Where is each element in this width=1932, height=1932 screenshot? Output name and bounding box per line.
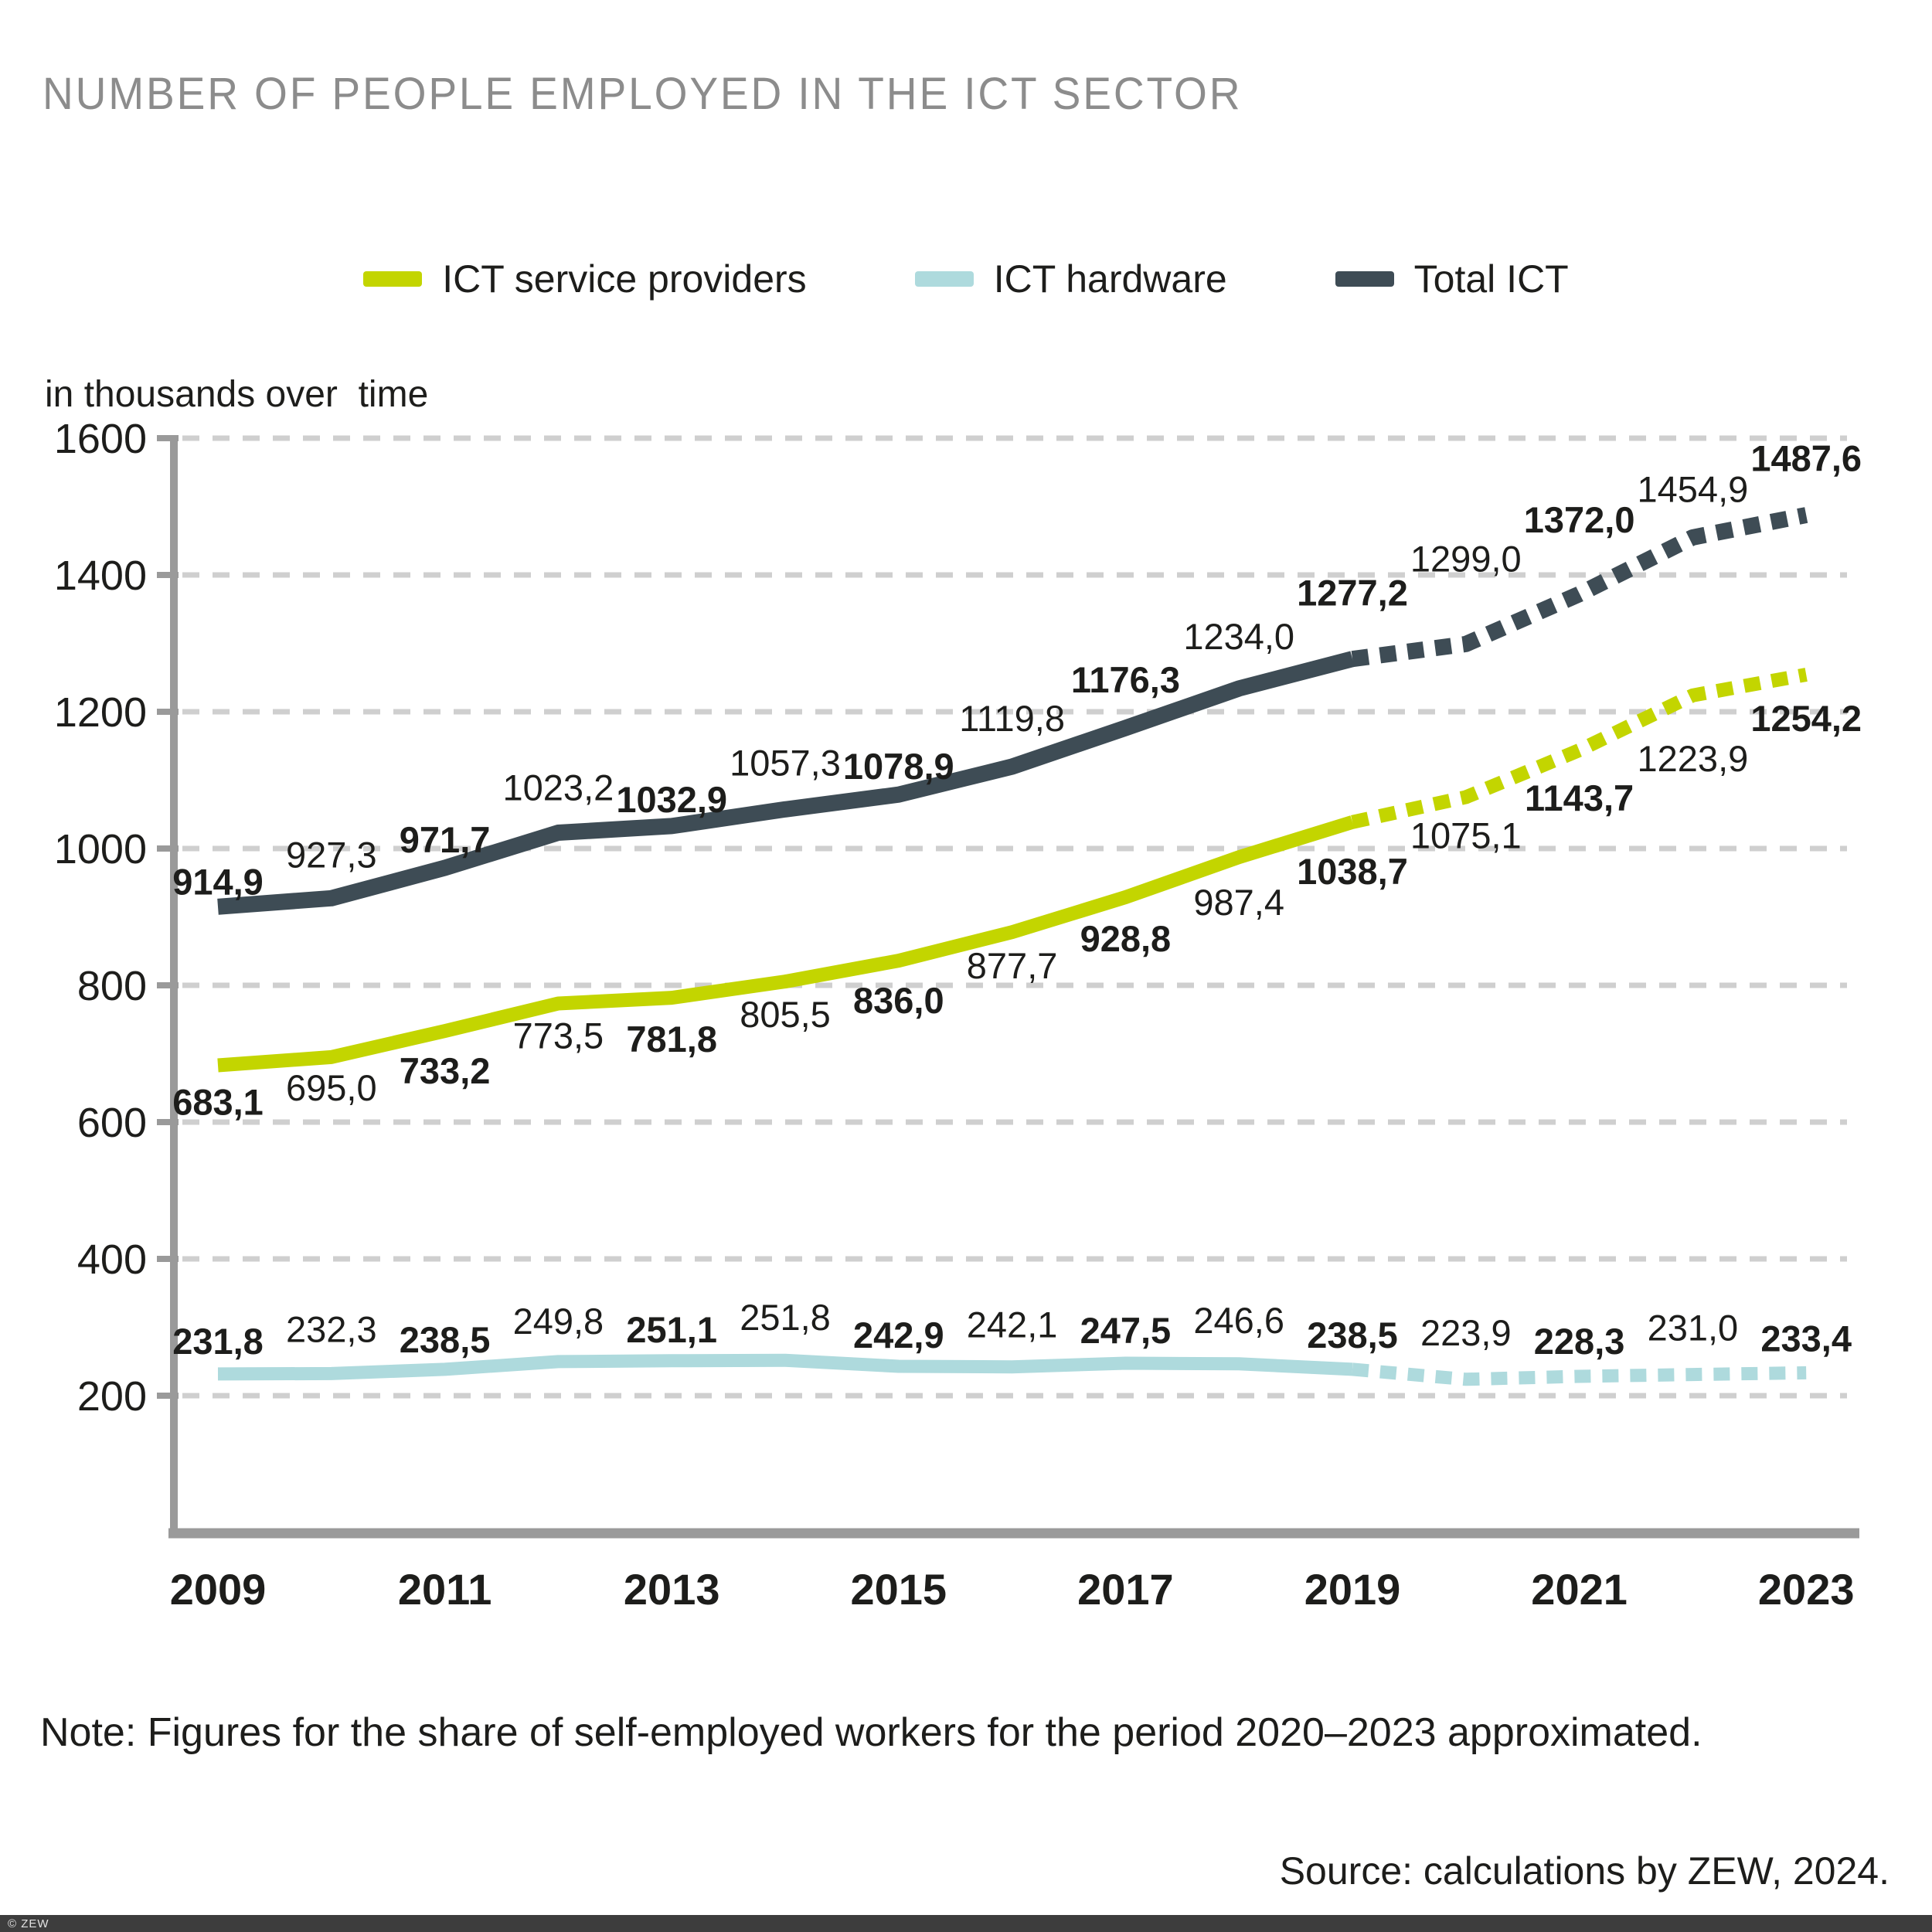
y-tick-label-1000: 1000 — [54, 826, 147, 872]
data-label-total-2015: 1078,9 — [843, 746, 954, 787]
data-label-total-2023: 1487,6 — [1750, 437, 1862, 478]
legend-item-service: ICT service providers — [363, 257, 807, 301]
x-tick-label-2015: 2015 — [851, 1565, 947, 1614]
data-label-total-2017: 1176,3 — [1071, 659, 1180, 700]
data-label-total-2011: 971,7 — [400, 819, 491, 860]
page-title: NUMBER OF PEOPLE EMPLOYED IN THE ICT SEC… — [43, 69, 1243, 119]
data-label-service-2022: 1223,9 — [1638, 738, 1749, 779]
data-label-total-2018: 1234,0 — [1183, 616, 1294, 657]
data-label-service-2014: 805,5 — [740, 994, 831, 1035]
y-tick-label-1200: 1200 — [54, 689, 147, 736]
y-tick-label-600: 600 — [77, 1100, 147, 1146]
data-label-hardware-2011: 238,5 — [400, 1319, 491, 1360]
copyright-label: © ZEW — [8, 1917, 49, 1930]
data-label-service-2019: 1038,7 — [1297, 851, 1408, 892]
data-label-hardware-2017: 247,5 — [1080, 1310, 1172, 1351]
data-label-total-2021: 1372,0 — [1524, 499, 1635, 540]
legend-swatch-total — [1335, 271, 1394, 287]
data-label-service-2013: 781,8 — [626, 1019, 717, 1060]
series-line-dashed-total — [1351, 507, 1808, 668]
data-label-service-2016: 877,7 — [967, 945, 1058, 986]
data-label-service-2018: 987,4 — [1193, 882, 1284, 923]
data-label-hardware-2023: 233,4 — [1760, 1318, 1852, 1359]
data-label-service-2017: 928,8 — [1080, 918, 1172, 959]
series-line-solid-service — [217, 815, 1355, 1073]
data-label-hardware-2020: 223,9 — [1420, 1312, 1512, 1353]
data-label-service-2011: 733,2 — [400, 1050, 491, 1091]
y-axis-unit-label: in thousands over time — [45, 374, 429, 415]
data-label-total-2009: 914,9 — [172, 861, 264, 902]
legend-label-hardware: ICT hardware — [993, 257, 1227, 301]
x-tick-label-2021: 2021 — [1531, 1565, 1628, 1614]
data-label-total-2013: 1032,9 — [616, 779, 727, 820]
legend-item-total: Total ICT — [1335, 257, 1569, 301]
data-label-service-2015: 836,0 — [853, 980, 944, 1021]
data-label-total-2019: 1277,2 — [1297, 573, 1408, 614]
legend-item-hardware: ICT hardware — [914, 257, 1227, 301]
legend-label-service: ICT service providers — [442, 257, 807, 301]
data-label-hardware-2009: 231,8 — [172, 1321, 264, 1362]
legend-swatch-service — [363, 271, 423, 287]
y-tick-label-200: 200 — [77, 1373, 147, 1420]
series-line-solid-total — [217, 651, 1355, 915]
y-tick-label-1400: 1400 — [54, 553, 147, 599]
x-tick-label-2019: 2019 — [1304, 1565, 1401, 1614]
footnote: Note: Figures for the share of self-empl… — [40, 1710, 1702, 1755]
data-label-hardware-2019: 238,5 — [1307, 1315, 1398, 1355]
data-label-service-2009: 683,1 — [172, 1081, 264, 1122]
legend-label-total: Total ICT — [1413, 257, 1569, 301]
series-line-solid-hardware — [217, 1353, 1353, 1381]
data-label-service-2012: 773,5 — [513, 1015, 604, 1056]
data-label-hardware-2015: 242,9 — [853, 1315, 944, 1355]
data-label-service-2020: 1075,1 — [1410, 815, 1522, 856]
data-label-total-2014: 1057,3 — [730, 742, 841, 783]
data-label-hardware-2012: 249,8 — [513, 1301, 604, 1342]
data-label-hardware-2016: 242,1 — [967, 1304, 1058, 1345]
data-label-hardware-2018: 246,6 — [1193, 1300, 1284, 1341]
data-label-hardware-2010: 232,3 — [286, 1308, 377, 1349]
data-label-service-2010: 695,0 — [286, 1067, 377, 1108]
y-tick-label-1600: 1600 — [54, 416, 147, 462]
source-credit: Source: calculations by ZEW, 2024. — [1279, 1849, 1889, 1893]
x-tick-label-2009: 2009 — [170, 1565, 267, 1614]
data-label-total-2020: 1299,0 — [1410, 538, 1522, 579]
data-label-service-2021: 1143,7 — [1525, 777, 1634, 818]
data-label-service-2023: 1254,2 — [1750, 698, 1862, 739]
data-label-total-2022: 1454,9 — [1638, 468, 1749, 509]
x-tick-label-2017: 2017 — [1077, 1565, 1174, 1614]
y-tick-label-800: 800 — [77, 963, 147, 1009]
x-tick-label-2013: 2013 — [624, 1565, 720, 1614]
x-tick-label-2011: 2011 — [398, 1565, 492, 1614]
y-tick-label-400: 400 — [77, 1236, 147, 1283]
x-tick-label-2023: 2023 — [1758, 1565, 1855, 1614]
chart-legend: ICT service providers ICT hardware Total I… — [0, 257, 1932, 301]
data-label-hardware-2021: 228,3 — [1534, 1321, 1625, 1362]
data-label-total-2012: 1023,2 — [503, 767, 614, 808]
footer-bar: © ZEW — [0, 1915, 1932, 1932]
legend-swatch-hardware — [914, 271, 974, 287]
series-line-dashed-service — [1351, 668, 1808, 829]
data-label-hardware-2014: 251,8 — [740, 1297, 831, 1338]
data-label-total-2010: 927,3 — [286, 834, 377, 875]
data-label-total-2016: 1119,8 — [959, 698, 1065, 739]
data-label-hardware-2013: 251,1 — [626, 1309, 717, 1350]
series-line-dashed-hardware — [1352, 1362, 1807, 1386]
data-label-hardware-2022: 231,0 — [1648, 1308, 1739, 1349]
